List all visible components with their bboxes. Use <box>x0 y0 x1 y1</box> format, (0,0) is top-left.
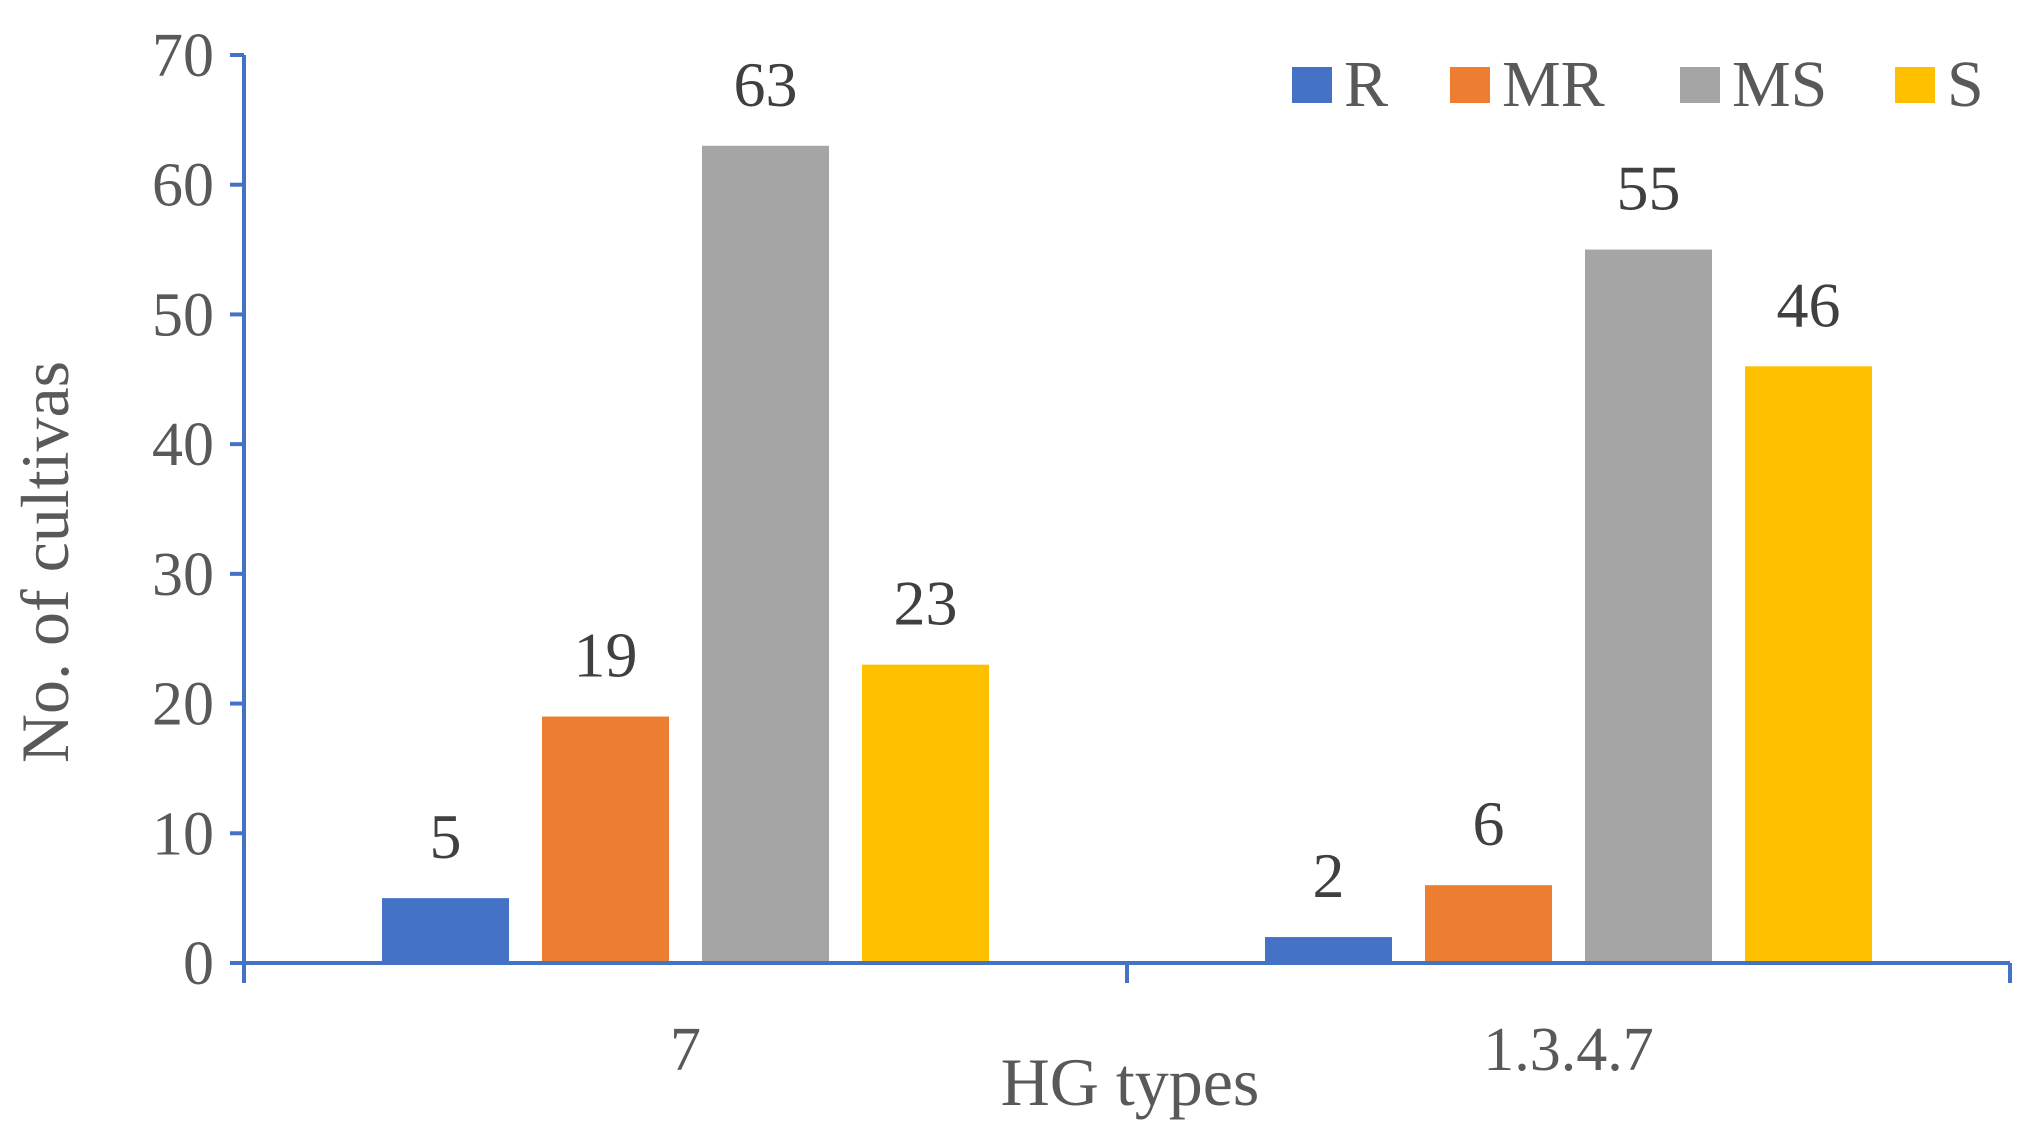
legend-label-ms: MS <box>1732 48 1827 121</box>
bar-mr-7 <box>542 716 669 963</box>
x-tick-label-1.3.4.7: 1.3.4.7 <box>1483 1016 1654 1084</box>
data-label-s-7: 23 <box>894 568 958 639</box>
legend-label-s: S <box>1947 48 1984 121</box>
data-label-ms-1.3.4.7: 55 <box>1617 153 1681 224</box>
legend: R MR MS S <box>1292 48 1984 121</box>
y-tick-label-40: 40 <box>152 411 214 479</box>
legend-swatch-ms <box>1680 67 1720 103</box>
x-tick-label-7: 7 <box>670 1016 701 1084</box>
legend-swatch-r <box>1292 67 1332 103</box>
bars-layer <box>382 145 1872 964</box>
data-label-mr-7: 19 <box>574 620 638 691</box>
legend-label-mr: MR <box>1502 48 1605 121</box>
data-labels-layer: 5 19 63 23 2 6 55 46 <box>430 49 1841 911</box>
axes-layer: 0 10 20 30 40 50 60 70 7 1.3.4.7 <box>152 22 2012 1084</box>
data-label-s-1.3.4.7: 46 <box>1777 269 1841 340</box>
legend-swatch-s <box>1895 67 1935 103</box>
data-label-ms-7: 63 <box>734 49 798 120</box>
y-tick-label-60: 60 <box>152 152 214 220</box>
y-tick-label-30: 30 <box>152 541 214 609</box>
bar-s-1.3.4.7 <box>1745 366 1872 963</box>
bar-s-7 <box>862 664 989 963</box>
bar-ms-1.3.4.7 <box>1585 249 1712 964</box>
y-axis-title: No. of cultivas <box>7 361 83 763</box>
x-axis-title: HG types <box>1001 1044 1260 1120</box>
y-tick-label-50: 50 <box>152 281 214 349</box>
bar-r-1.3.4.7 <box>1265 937 1392 963</box>
y-tick-label-70: 70 <box>152 22 214 90</box>
data-label-r-7: 5 <box>430 801 462 872</box>
bar-r-7 <box>382 898 509 963</box>
bar-mr-1.3.4.7 <box>1425 885 1552 963</box>
y-tick-label-20: 20 <box>152 671 214 739</box>
legend-label-r: R <box>1344 48 1388 121</box>
bar-ms-7 <box>702 145 829 964</box>
legend-swatch-mr <box>1450 67 1490 103</box>
y-tick-label-10: 10 <box>152 800 214 868</box>
data-label-r-1.3.4.7: 2 <box>1313 840 1345 911</box>
y-tick-label-0: 0 <box>183 930 214 998</box>
data-label-mr-1.3.4.7: 6 <box>1473 788 1505 859</box>
